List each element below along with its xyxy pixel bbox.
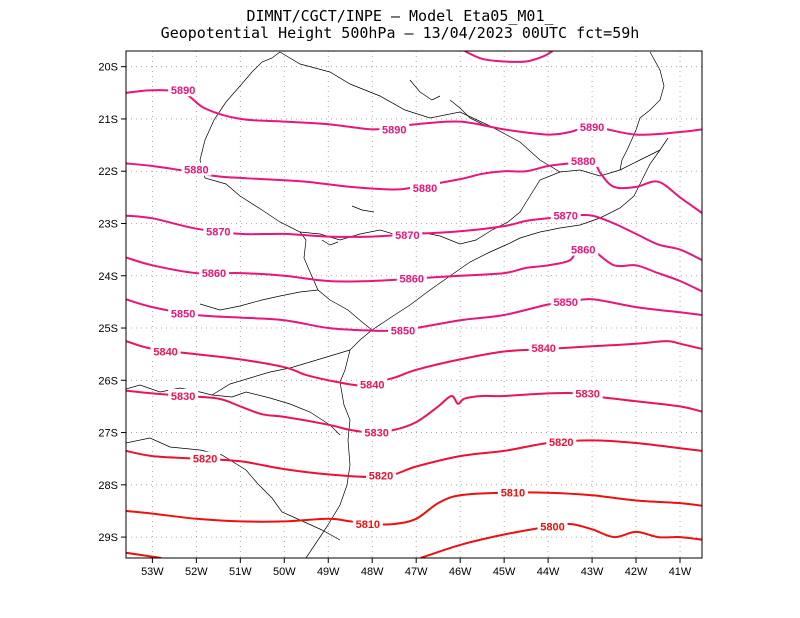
contour-label-bg <box>352 517 383 531</box>
x-tick-label: 44W <box>537 566 560 578</box>
y-tick-label: 23S <box>98 218 118 230</box>
x-tick-label: 50W <box>273 566 296 578</box>
graticule-grid <box>126 51 702 558</box>
contour-label-5850: 5850 <box>171 308 195 320</box>
contour-label-bg <box>550 208 581 222</box>
contour-label-bg <box>577 119 608 133</box>
x-tick-label: 51W <box>229 566 252 578</box>
contour-label-5870: 5870 <box>553 211 577 223</box>
contour-label-bg <box>528 340 559 354</box>
contour-label-bg <box>366 468 397 482</box>
contour-label-5850: 5850 <box>391 326 415 338</box>
contour-label-5810: 5810 <box>501 488 525 500</box>
contour-label-5820: 5820 <box>369 470 393 482</box>
y-tick-label: 25S <box>98 323 118 335</box>
contour-line-5890 <box>126 89 702 136</box>
contour-label-bg <box>150 344 181 358</box>
contour-label-bg <box>181 162 212 176</box>
y-tick-label: 21S <box>98 114 118 126</box>
x-tick-label: 45W <box>493 566 516 578</box>
contour-label-5830: 5830 <box>171 391 195 403</box>
y-tick-label: 29S <box>98 532 118 544</box>
contour-line-5870 <box>126 213 702 261</box>
contour-line-partial <box>464 51 554 63</box>
contour-label-bg <box>568 153 599 167</box>
x-tick-label: 52W <box>185 566 208 578</box>
x-tick-label: 43W <box>581 566 604 578</box>
contour-label-bg <box>409 180 440 194</box>
contour-label-bg <box>357 377 388 391</box>
height-contours <box>126 51 702 558</box>
contour-line-5880 <box>126 159 702 214</box>
x-tick-label: 49W <box>317 566 340 578</box>
contour-label-bg <box>203 224 234 238</box>
contour-label-bg <box>546 434 577 448</box>
contour-label-5890: 5890 <box>382 124 406 136</box>
chart-title-line-2: Geopotential Height 500hPa – 13/04/2023 … <box>160 24 640 42</box>
x-tick-label: 42W <box>625 566 648 578</box>
contour-label-5840: 5840 <box>360 379 384 391</box>
y-tick-label: 20S <box>98 62 118 74</box>
contour-label-bg <box>572 386 603 400</box>
contour-label-5830: 5830 <box>364 428 388 440</box>
contour-label-bg <box>396 271 427 285</box>
contour-label-bg <box>550 294 581 308</box>
contour-label-5880: 5880 <box>571 156 595 168</box>
contour-label-bg <box>392 227 423 241</box>
contour-label-bg <box>388 323 419 337</box>
contour-label-5840: 5840 <box>531 343 555 355</box>
contour-line-5840 <box>126 340 702 387</box>
contour-label-bg <box>568 242 599 256</box>
contour-label-bg <box>379 122 410 136</box>
contour-label-5870: 5870 <box>206 226 230 238</box>
y-tick-label: 27S <box>98 428 118 440</box>
x-tick-label: 47W <box>405 566 428 578</box>
contour-label-bg <box>537 519 568 533</box>
axis-ticks: 20S 21S 22S 23S 24S 25S 26S 27S 28S 29S 53W 52W 51W 5… <box>98 62 692 578</box>
contour-label-5890: 5890 <box>580 122 604 134</box>
contour-label-bg <box>497 485 528 499</box>
contour-label-5820: 5820 <box>193 454 217 466</box>
contour-label-5880: 5880 <box>184 165 208 177</box>
contour-line-5830 <box>126 389 702 434</box>
contour-label-5860: 5860 <box>571 245 595 257</box>
contour-line-5800 <box>420 522 702 558</box>
contour-label-5890: 5890 <box>171 85 195 97</box>
contour-label-bg <box>198 266 229 280</box>
map-frame <box>125 50 703 559</box>
contour-label-bg <box>168 306 199 320</box>
contour-label-5870: 5870 <box>395 230 419 242</box>
contour-line-5860 <box>126 245 702 293</box>
chart-title-line-1: DIMNT/CGCT/INPE – Model Eta05_M01_ <box>246 7 554 25</box>
contour-label-5840: 5840 <box>153 347 177 359</box>
x-tick-label: 53W <box>141 566 164 578</box>
y-tick-label: 22S <box>98 166 118 178</box>
x-tick-label: 41W <box>669 566 692 578</box>
x-tick-label: 48W <box>361 566 384 578</box>
contour-line-5810 <box>126 491 702 526</box>
contour-label-5850: 5850 <box>553 297 577 309</box>
contour-label-5860: 5860 <box>202 268 226 280</box>
contour-label-5810: 5810 <box>356 519 380 531</box>
contour-labels: 5890 5890 5890 5880 5880 5880 5870 5870 5870 5860… <box>150 83 608 534</box>
y-tick-label: 24S <box>98 271 118 283</box>
contour-line-partial <box>126 551 162 558</box>
contour-label-bg <box>168 388 199 402</box>
contour-label-5800: 5800 <box>540 522 564 534</box>
contour-label-5820: 5820 <box>549 437 573 449</box>
contour-label-bg <box>190 451 221 465</box>
y-tick-label: 28S <box>98 480 118 492</box>
y-tick-label: 26S <box>98 375 118 387</box>
contour-label-5830: 5830 <box>575 388 599 400</box>
contour-label-bg <box>168 83 199 97</box>
x-tick-label: 46W <box>449 566 472 578</box>
contour-label-5880: 5880 <box>413 183 437 195</box>
contour-label-5860: 5860 <box>400 273 424 285</box>
contour-label-bg <box>361 425 392 439</box>
